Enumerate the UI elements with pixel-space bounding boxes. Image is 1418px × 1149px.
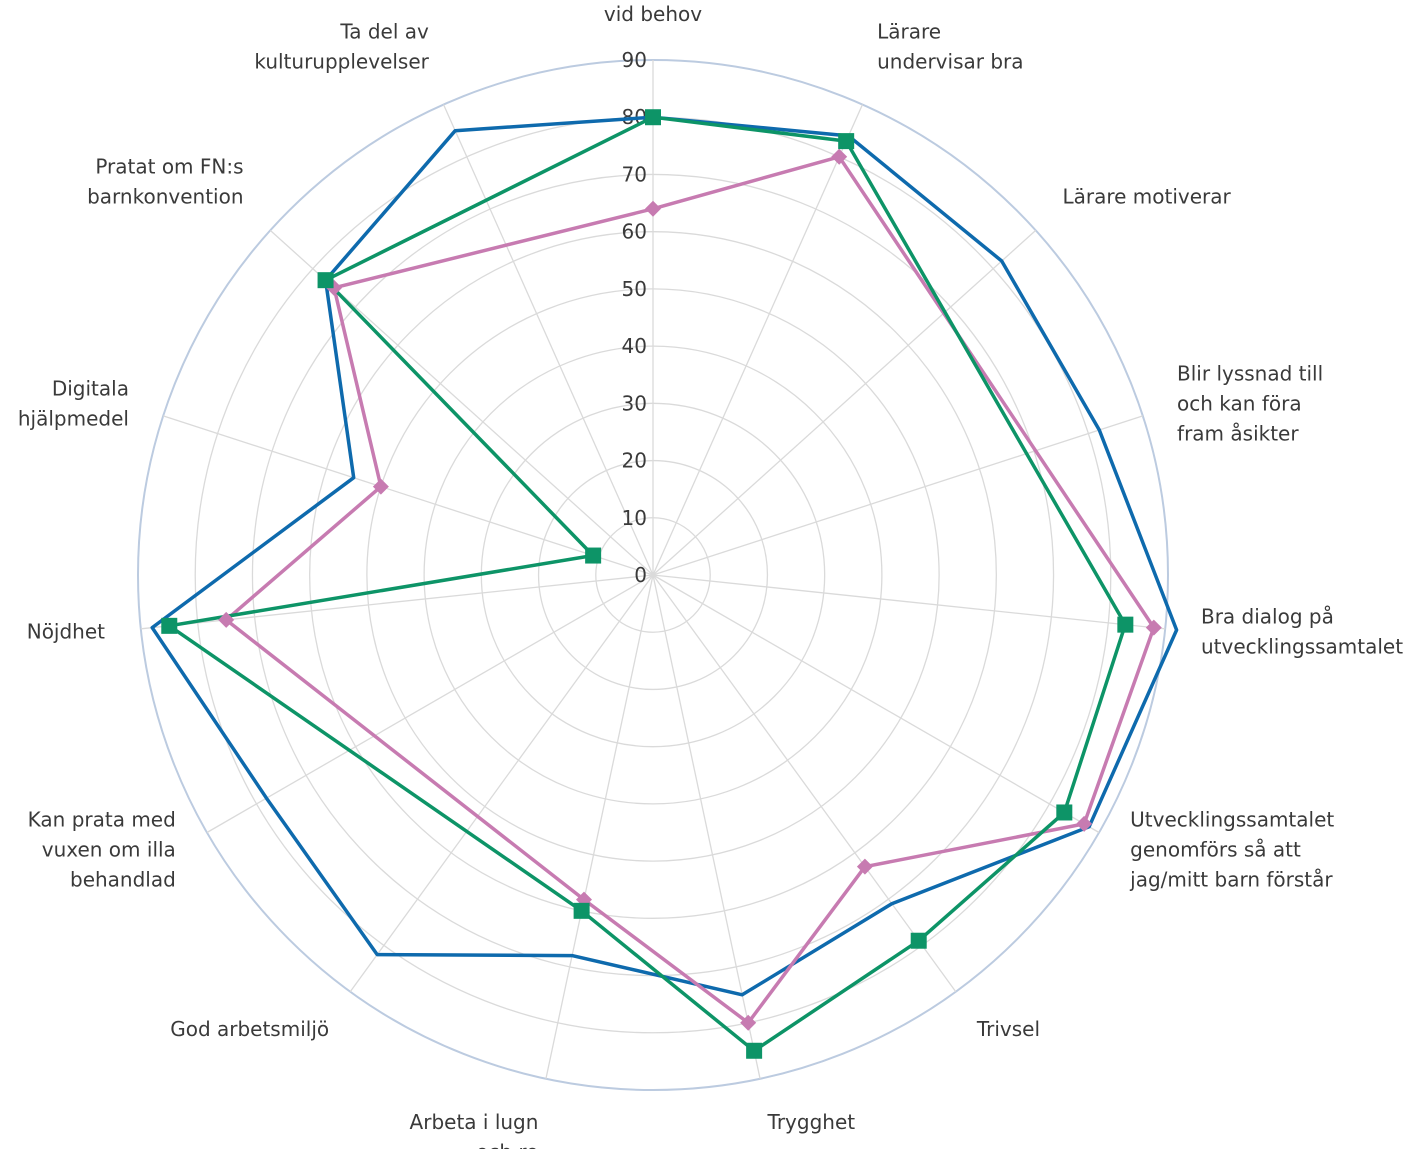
category-label-6: Trivsel: [976, 1017, 1040, 1041]
tick-label-10: 10: [622, 506, 647, 530]
category-label-10-line-0: Kan prata med: [28, 808, 176, 832]
category-label-10-line-1: vuxen om illa: [42, 838, 176, 862]
category-label-14-line-1: kulturupplevelser: [254, 50, 429, 74]
category-label-1-line-1: undervisar bra: [877, 50, 1023, 74]
category-label-8: Arbeta i lugn och ro: [410, 1110, 539, 1149]
category-label-14-line-0: Ta del av: [339, 20, 429, 44]
series-2-point-8: [573, 902, 590, 919]
tick-label-70: 70: [622, 162, 647, 186]
category-label-3-line-2: fram åsikter: [1177, 422, 1299, 446]
tick-label-20: 20: [622, 449, 647, 473]
category-label-12-line-0: Digitala: [52, 377, 129, 401]
category-label-3: Blir lyssnad till och kan föra fram åsikte…: [1177, 362, 1323, 446]
series-1-point-6: [856, 858, 873, 875]
spoke-6: [652, 574, 957, 993]
spoke-5: [652, 574, 1100, 834]
series-2-point-0: [645, 109, 661, 126]
series-markers: [161, 109, 1162, 1059]
tick-label-90: 90: [622, 48, 647, 72]
category-label-0-line-1: vid behov: [604, 2, 702, 26]
category-label-5-line-2: jag/mitt barn förstår: [1129, 868, 1333, 892]
series-1-point-12: [372, 478, 389, 495]
series-2-point-7: [746, 1042, 763, 1059]
series-2-point-12: [585, 547, 602, 564]
category-label-8-line-0: Arbeta i lugn: [410, 1110, 539, 1134]
category-label-14: Ta del av kulturupplevelser: [254, 20, 429, 74]
tick-label-0: 0: [634, 563, 647, 587]
category-label-11-line-0: Nöjdhet: [27, 620, 105, 644]
series-2-point-13: [317, 272, 334, 289]
tick-label-30: 30: [622, 391, 647, 415]
category-label-5-line-1: genomförs så att: [1130, 838, 1301, 862]
category-label-12: Digitala hjälpmedel: [18, 377, 129, 431]
spoke-9: [349, 574, 654, 993]
series-1-point-7: [740, 1014, 757, 1031]
spoke-8: [545, 574, 654, 1079]
category-label-5: Utvecklingssamtalet genomförs så att jag/m…: [1129, 808, 1334, 892]
category-label-9: God arbetsmiljö: [170, 1017, 329, 1041]
category-label-3-line-0: Blir lyssnad till: [1177, 362, 1323, 386]
series-lines: [150, 115, 1179, 1053]
series-2-point-4: [1117, 616, 1134, 633]
category-labels: Hjälp av lärarevid behov Lärare undervisar…: [18, 2, 1403, 1149]
category-label-13: Pratat om FN:s barnkonvention: [87, 154, 243, 208]
category-label-4: Bra dialog på utvecklingssamtalet: [1201, 605, 1403, 659]
series-1-point-0: [645, 200, 661, 217]
category-label-2: Lärare motiverar: [1062, 184, 1231, 208]
category-label-3-line-1: och kan föra: [1177, 392, 1302, 416]
spoke-14: [442, 104, 654, 576]
category-label-9-line-0: God arbetsmiljö: [170, 1017, 329, 1041]
series-2-point-6: [910, 932, 927, 949]
category-label-6-line-0: Trivsel: [976, 1017, 1040, 1041]
category-label-1-line-0: Lärare: [877, 20, 941, 44]
tick-label-40: 40: [622, 334, 647, 358]
category-label-5-line-0: Utvecklingssamtalet: [1130, 808, 1334, 832]
tick-label-60: 60: [622, 220, 647, 244]
category-label-10: Kan prata med vuxen om illa behandlad: [28, 808, 176, 892]
series-1-point-5: [1076, 815, 1093, 832]
series-2-point-1: [838, 133, 855, 150]
series-2-point-5: [1056, 804, 1073, 821]
spoke-12: [163, 415, 654, 576]
spoke-4: [652, 574, 1166, 630]
series-0-line: [150, 115, 1179, 997]
category-label-4-line-0: Bra dialog på: [1201, 605, 1334, 629]
spoke-11: [140, 574, 654, 630]
series-1-point-4: [1145, 619, 1162, 636]
series-1-point-11: [218, 611, 235, 628]
spoke-2: [652, 229, 1037, 576]
category-label-8-line-1: och ro: [476, 1140, 538, 1149]
category-label-12-line-1: hjälpmedel: [18, 407, 129, 431]
spoke-7: [652, 574, 761, 1079]
category-label-13-line-0: Pratat om FN:s: [95, 154, 243, 178]
spoke-3: [652, 415, 1143, 576]
category-label-2-line-0: Lärare motiverar: [1062, 184, 1231, 208]
category-label-0: Hjälp av lärarevid behov: [604, 2, 702, 26]
tick-label-50: 50: [622, 277, 647, 301]
category-label-1: Lärare undervisar bra: [877, 20, 1023, 74]
spoke-1: [652, 104, 864, 576]
spoke-10: [206, 574, 654, 834]
category-label-13-line-1: barnkonvention: [87, 184, 243, 208]
series-1-point-1: [831, 148, 848, 165]
category-label-7-line-0: Trygghet: [767, 1110, 856, 1134]
category-label-4-line-1: utvecklingssamtalet: [1201, 635, 1403, 659]
category-label-11: Nöjdhet: [27, 620, 105, 644]
category-label-10-line-2: behandlad: [70, 868, 176, 892]
series-2-point-11: [161, 617, 178, 634]
category-label-7: Trygghet: [767, 1110, 856, 1134]
